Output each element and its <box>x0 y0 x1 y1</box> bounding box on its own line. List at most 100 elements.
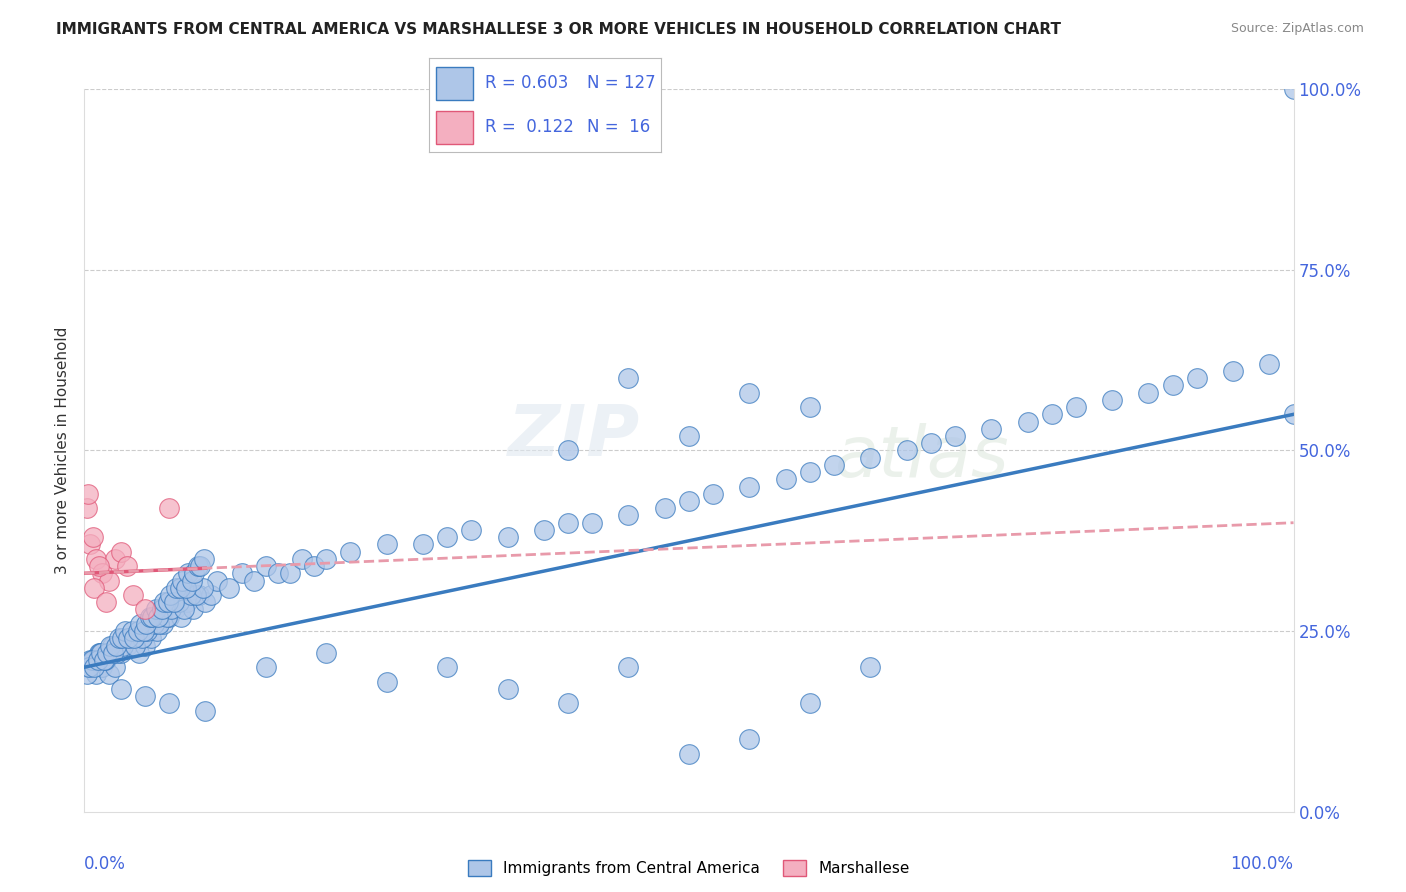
Text: ZIP: ZIP <box>508 401 640 470</box>
Point <box>200 588 222 602</box>
Point <box>129 616 152 631</box>
Point <box>339 544 361 558</box>
Point <box>412 537 434 551</box>
Point <box>738 732 761 747</box>
Point <box>775 472 797 486</box>
Point <box>169 581 191 595</box>
Point <box>110 544 132 558</box>
Point <box>155 609 177 624</box>
Point <box>1064 400 1087 414</box>
Point <box>120 632 142 646</box>
Point <box>678 429 700 443</box>
Point <box>176 595 198 609</box>
Point <box>152 616 174 631</box>
Point <box>132 624 155 639</box>
Point <box>460 523 482 537</box>
Bar <box>436 68 472 100</box>
Point <box>121 632 143 646</box>
Point <box>134 602 156 616</box>
Point <box>231 566 253 581</box>
Point <box>104 639 127 653</box>
Point <box>128 646 150 660</box>
Point <box>86 551 108 566</box>
Bar <box>436 112 472 145</box>
Point <box>1101 392 1123 407</box>
Point <box>165 581 187 595</box>
Point <box>1017 415 1039 429</box>
Point <box>115 639 138 653</box>
Point <box>87 559 110 574</box>
Point <box>89 646 111 660</box>
Point <box>267 566 290 581</box>
Point <box>136 624 159 639</box>
Point <box>180 588 202 602</box>
Point <box>181 602 204 616</box>
Point <box>315 646 337 660</box>
Point <box>315 551 337 566</box>
Text: N = 127: N = 127 <box>586 74 655 92</box>
Point <box>678 494 700 508</box>
Point <box>146 609 169 624</box>
Point <box>96 646 118 660</box>
Point <box>617 508 640 523</box>
Point <box>738 385 761 400</box>
Point <box>188 588 211 602</box>
Point <box>159 588 181 602</box>
Point <box>163 595 186 609</box>
Point <box>1282 82 1305 96</box>
Point <box>77 487 100 501</box>
Legend: Immigrants from Central America, Marshallese: Immigrants from Central America, Marshal… <box>468 861 910 876</box>
Point <box>291 551 314 566</box>
Point <box>90 646 112 660</box>
Point <box>799 400 821 414</box>
Point <box>94 653 117 667</box>
Point <box>104 660 127 674</box>
Point <box>533 523 555 537</box>
Point <box>82 653 104 667</box>
Point <box>150 602 173 616</box>
Point <box>170 609 193 624</box>
Point <box>184 588 207 602</box>
Point <box>112 639 135 653</box>
Point <box>77 660 100 674</box>
Point <box>157 609 180 624</box>
Point <box>557 443 579 458</box>
Point <box>254 660 277 674</box>
Point <box>167 595 190 609</box>
Point <box>1137 385 1160 400</box>
Point <box>94 595 117 609</box>
Point <box>278 566 301 581</box>
Point <box>160 602 183 616</box>
Point <box>83 581 105 595</box>
Point <box>79 653 101 667</box>
Point <box>122 632 145 646</box>
Point <box>111 632 134 646</box>
Point <box>157 696 180 710</box>
Point <box>94 653 117 667</box>
Point <box>114 624 136 639</box>
Point <box>920 436 942 450</box>
Point <box>93 653 115 667</box>
Point <box>103 646 125 660</box>
Point <box>98 639 121 653</box>
Point <box>86 667 108 681</box>
Point <box>654 501 676 516</box>
Point <box>1161 378 1184 392</box>
Point <box>141 609 163 624</box>
Point <box>76 501 98 516</box>
Point <box>194 704 217 718</box>
Point <box>617 371 640 385</box>
Text: 0.0%: 0.0% <box>84 855 127 873</box>
Point <box>859 660 882 674</box>
Text: R =  0.122: R = 0.122 <box>485 119 574 136</box>
Y-axis label: 3 or more Vehicles in Household: 3 or more Vehicles in Household <box>55 326 70 574</box>
Point <box>131 632 153 646</box>
Point <box>110 646 132 660</box>
Point <box>1040 407 1063 421</box>
Text: IMMIGRANTS FROM CENTRAL AMERICA VS MARSHALLESE 3 OR MORE VEHICLES IN HOUSEHOLD C: IMMIGRANTS FROM CENTRAL AMERICA VS MARSH… <box>56 22 1062 37</box>
Text: R = 0.603: R = 0.603 <box>485 74 568 92</box>
Point <box>183 566 205 581</box>
Point <box>557 696 579 710</box>
Point <box>143 616 166 631</box>
Point <box>375 537 398 551</box>
